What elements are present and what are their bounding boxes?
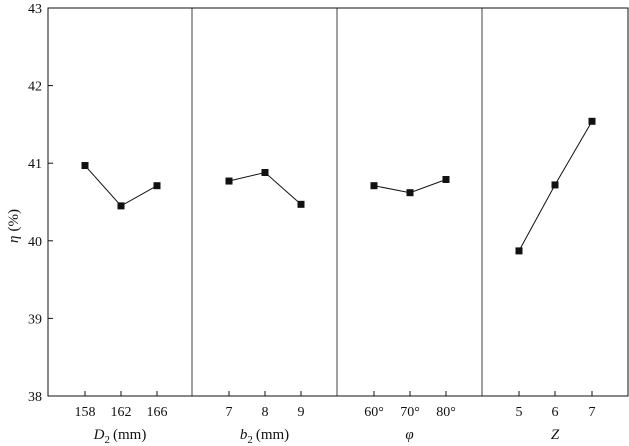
x-tick-label: 60° — [364, 405, 384, 420]
data-point — [261, 169, 269, 177]
x-tick-label: 80° — [436, 405, 456, 420]
x-axis-symbol: φ — [405, 427, 413, 443]
data-point — [442, 175, 450, 183]
panel-dividers — [191, 8, 483, 396]
x-axis-title: b2 (mm) — [240, 427, 289, 446]
x-axis-symbol: D — [93, 427, 105, 443]
x-axis-unit: (mm) — [256, 427, 289, 443]
data-point — [551, 181, 559, 189]
x-axis-title: D2 (mm) — [93, 427, 147, 446]
x-tick-label: 5 — [516, 405, 523, 420]
x-axis-subscript: 2 — [247, 434, 253, 446]
data-point — [81, 162, 89, 170]
y-tick-label: 41 — [28, 157, 42, 172]
panel-2: 7 8 9 b2 (mm) — [225, 169, 305, 446]
series-line — [84, 165, 158, 207]
panel-4: 5 6 7 Z — [515, 117, 596, 443]
x-axis-title: Z — [551, 427, 560, 443]
x-tick-label: 6 — [552, 405, 559, 420]
x-tick-label: 9 — [298, 405, 305, 420]
y-tick-label: 42 — [28, 80, 42, 95]
series-line — [228, 171, 302, 205]
x-tick-label: 162 — [111, 405, 132, 420]
data-point — [153, 182, 161, 190]
y-axis-title: η (%) — [6, 209, 22, 243]
y-tick-label: 39 — [28, 312, 42, 327]
y-axis-symbol: η — [6, 236, 22, 243]
data-point — [515, 247, 523, 255]
x-axis-symbol: Z — [551, 427, 560, 443]
x-axis-symbol: b — [240, 427, 248, 443]
data-point — [225, 177, 233, 185]
plot-frame — [47, 7, 629, 397]
x-axis-unit: (mm) — [113, 427, 146, 443]
x-tick-label: 166 — [147, 405, 168, 420]
y-tick-label: 40 — [28, 235, 42, 250]
y-axis-unit: (%) — [6, 209, 22, 232]
panel-3: 60° 70° 80° φ — [364, 175, 456, 443]
y-tick-label: 38 — [28, 390, 42, 405]
data-point — [370, 182, 378, 190]
data-point — [297, 200, 305, 208]
x-tick-label: 158 — [75, 405, 96, 420]
x-tick-label: 70° — [400, 405, 420, 420]
y-axis: 38 39 40 41 42 43 — [28, 2, 53, 405]
x-tick-label: 7 — [589, 405, 596, 420]
data-point — [117, 202, 125, 210]
x-axis-subscript: 2 — [105, 434, 111, 446]
x-tick-label: 7 — [226, 405, 233, 420]
data-point — [406, 189, 414, 197]
x-tick-label: 8 — [262, 405, 269, 420]
y-tick-label: 43 — [28, 2, 42, 17]
x-axis-title: φ — [405, 427, 413, 443]
data-point — [588, 117, 596, 125]
